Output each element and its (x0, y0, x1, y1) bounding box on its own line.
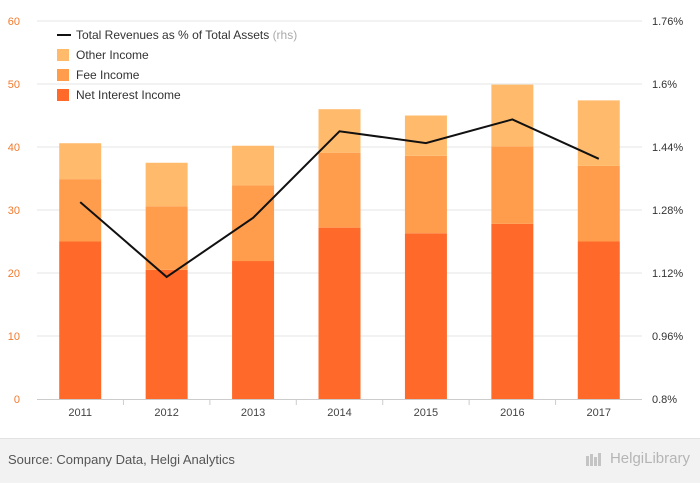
line-series-path (79, 118, 600, 279)
bar-segment (59, 179, 102, 242)
brand-name: HelgiLibrary (609, 450, 690, 467)
bar-segment (577, 100, 620, 166)
legend-swatch (57, 69, 69, 81)
x-tick-label: 2013 (241, 407, 265, 419)
legend-label: Fee Income (76, 68, 140, 82)
source-note: Source: Company Data, Helgi Analytics (8, 452, 235, 467)
legend-label: Net Interest Income (76, 88, 181, 102)
y-left-tick-label: 50 (8, 79, 20, 91)
y-left-tick-label: 30 (8, 205, 20, 217)
y-left-tick-label: 40 (8, 142, 20, 154)
x-tick-label: 2017 (587, 407, 611, 419)
y-right-tick-label: 1.28% (652, 205, 683, 217)
bar-segment (145, 162, 188, 207)
bar-segment (577, 241, 620, 399)
bar-segment (577, 165, 620, 242)
legend-label-suffix: (rhs) (273, 28, 298, 42)
legend-label-text: Total Revenues as % of Total Assets (76, 28, 273, 42)
bar-segment (232, 185, 275, 262)
chart-area: 0 10 20 30 40 50 60 0.8% 0.96% 1.12% 1.28% 1.44% 1.6… (8, 16, 684, 419)
bar-segment (232, 145, 275, 186)
y-right-tick-label: 0.8% (652, 394, 677, 406)
library-icon (585, 452, 601, 466)
y-left-tick-label: 20 (8, 268, 20, 280)
bar-segment (232, 261, 275, 399)
bar-segment (404, 155, 447, 234)
bar-segment (59, 143, 102, 180)
y-left-tick-label: 0 (14, 394, 20, 406)
bar-segment (404, 233, 447, 399)
bar-segment (318, 152, 361, 228)
brand-logo: HelgiLibrary (585, 450, 690, 467)
bar-segment (491, 146, 534, 224)
y-left-tick-label: 60 (8, 16, 20, 28)
legend-swatch (57, 89, 69, 101)
footer: Source: Company Data, Helgi Analytics He… (0, 438, 700, 483)
x-tick-label: 2014 (327, 407, 351, 419)
bar-segment (318, 227, 361, 399)
legend-label: Total Revenues as % of Total Assets (rhs… (76, 28, 297, 42)
y-left-tick-label: 10 (8, 331, 20, 343)
x-tick-label: 2011 (68, 407, 92, 419)
bar-segment (59, 241, 102, 399)
legend-swatch (57, 49, 69, 61)
x-tick-label: 2012 (154, 407, 178, 419)
y-right-tick-label: 1.6% (652, 79, 677, 91)
bar-segment (491, 84, 534, 147)
bar-segment (404, 115, 447, 156)
x-tick-label: 2016 (500, 407, 524, 419)
legend-label: Other Income (76, 48, 149, 62)
y-right-tick-label: 1.76% (652, 16, 683, 28)
x-tick-label: 2015 (414, 407, 438, 419)
y-right-tick-label: 1.12% (652, 268, 683, 280)
bar-segment (145, 269, 188, 399)
y-right-tick-label: 0.96% (652, 331, 683, 343)
bar-segment (491, 223, 534, 399)
bar-segment (145, 206, 188, 270)
y-right-tick-label: 1.44% (652, 142, 683, 154)
